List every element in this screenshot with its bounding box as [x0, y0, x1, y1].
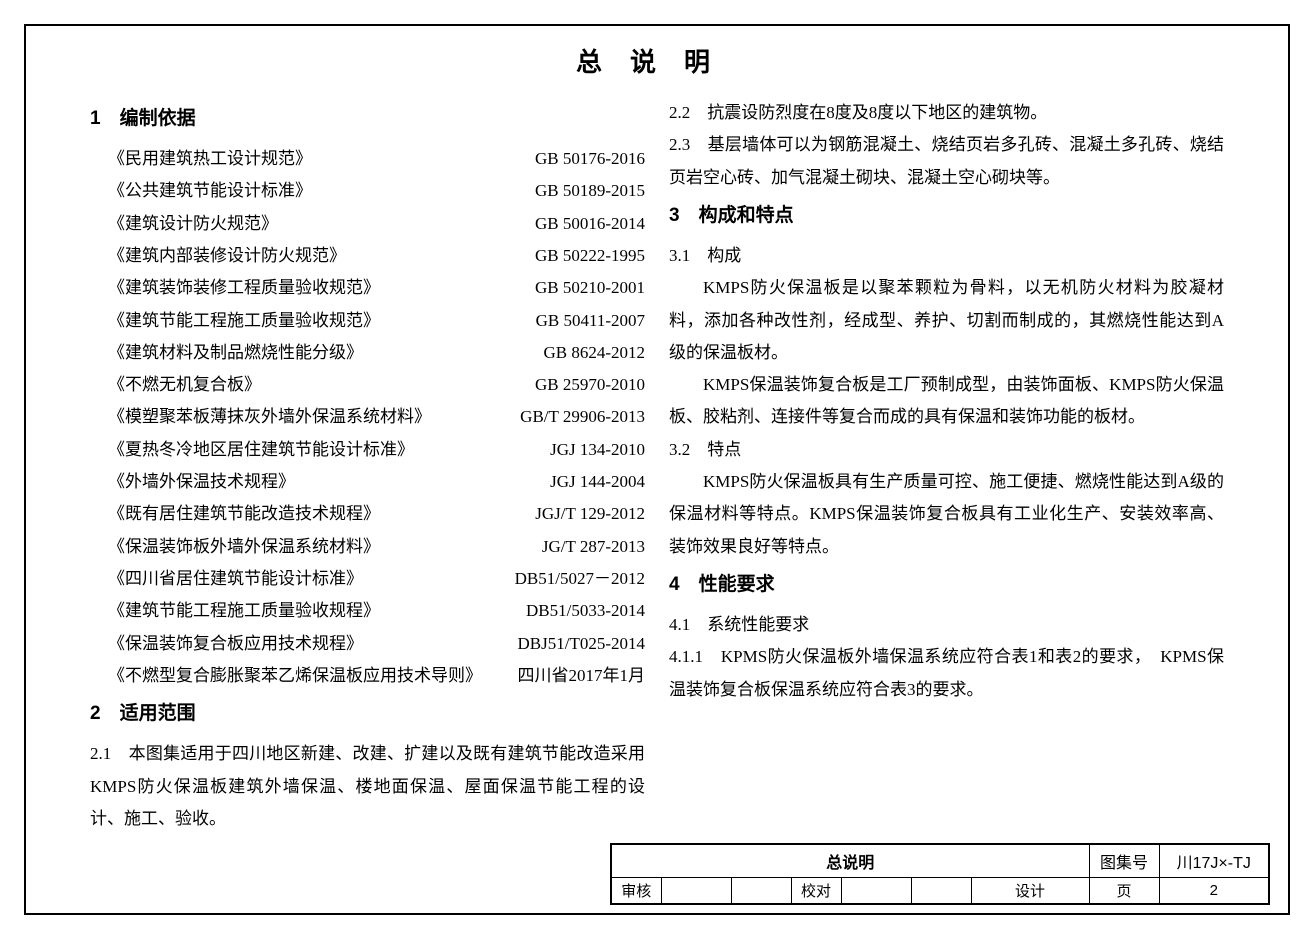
standard-row: 《建筑节能工程施工质量验收规程》 DB51/5033-2014 — [90, 595, 645, 627]
standard-row: 《建筑材料及制品燃烧性能分级》 GB 8624-2012 — [90, 337, 645, 369]
standard-name: 《公共建筑节能设计标准》 — [108, 175, 312, 207]
tb-page-label: 页 — [1089, 878, 1159, 905]
tb-design-label: 设计 — [1015, 883, 1045, 900]
standard-name: 《建筑装饰装修工程质量验收规范》 — [108, 272, 380, 304]
tb-review-label: 审核 — [611, 878, 661, 905]
para-3-1a: KMPS防火保温板是以聚苯颗粒为骨料，以无机防火材料为胶凝材料，添加各种改性剂，… — [669, 272, 1224, 369]
section-4-heading: 4 性能要求 — [669, 567, 1224, 603]
standard-row: 《建筑内部装修设计防火规范》 GB 50222-1995 — [90, 240, 645, 272]
standard-name: 《模塑聚苯板薄抹灰外墙外保温系统材料》 — [108, 401, 431, 433]
standard-row: 《夏热冬冷地区居住建筑节能设计标准》 JGJ 134-2010 — [90, 434, 645, 466]
standard-row: 《建筑设计防火规范》 GB 50016-2014 — [90, 208, 645, 240]
standard-name: 《民用建筑热工设计规范》 — [108, 143, 312, 175]
section-4-title: 性能要求 — [699, 574, 775, 595]
standard-code: DBJ51/T025-2014 — [518, 628, 646, 660]
standard-code: GB/T 29906-2013 — [520, 401, 645, 433]
left-column: 1 编制依据 《民用建筑热工设计规范》GB 50176-2016《公共建筑节能设… — [90, 97, 645, 835]
standard-name: 《建筑材料及制品燃烧性能分级》 — [108, 337, 363, 369]
standard-name: 《不燃型复合膨胀聚苯乙烯保温板应用技术导则》 — [108, 660, 482, 692]
section-4-num: 4 — [669, 574, 680, 595]
tb-main-title: 总说明 — [611, 844, 1089, 878]
standard-code: GB 50222-1995 — [535, 240, 645, 272]
standard-name: 《夏热冬冷地区居住建筑节能设计标准》 — [108, 434, 414, 466]
section-1-num: 1 — [90, 108, 101, 129]
standard-code: GB 50210-2001 — [535, 272, 645, 304]
standard-row: 《不燃型复合膨胀聚苯乙烯保温板应用技术导则》 四川省2017年1月 — [90, 660, 645, 692]
tb-proof-value — [841, 878, 911, 905]
outer-border: 总说明 1 编制依据 《民用建筑热工设计规范》GB 50176-2016《公共建… — [24, 24, 1290, 915]
heading-4-1: 4.1 系统性能要求 — [669, 609, 1224, 641]
standard-name: 《保温装饰复合板应用技术规程》 — [108, 628, 363, 660]
standard-code: GB 8624-2012 — [543, 337, 645, 369]
standard-row: 《既有居住建筑节能改造技术规程》 JGJ/T 129-2012 — [90, 498, 645, 530]
standard-name: 《建筑设计防火规范》 — [108, 208, 278, 240]
tb-proof-label: 校对 — [791, 878, 841, 905]
standard-code: GB 25970-2010 — [535, 369, 645, 401]
standard-name: 《建筑节能工程施工质量验收规程》 — [108, 595, 380, 627]
standard-row: 《保温装饰板外墙外保温系统材料》 JG/T 287-2013 — [90, 531, 645, 563]
standard-row: 《民用建筑热工设计规范》 GB 50176-2016 — [90, 143, 645, 175]
right-column: 2.2 抗震设防烈度在8度及8度以下地区的建筑物。 2.3 基层墙体可以为钢筋混… — [669, 97, 1224, 835]
standard-row: 《建筑节能工程施工质量验收规范》 GB 50411-2007 — [90, 305, 645, 337]
standard-name: 《不燃无机复合板》 — [108, 369, 261, 401]
heading-3-2: 3.2 特点 — [669, 434, 1224, 466]
standard-row: 《保温装饰复合板应用技术规程》 DBJ51/T025-2014 — [90, 628, 645, 660]
standard-code: GB 50176-2016 — [535, 143, 645, 175]
section-3-heading: 3 构成和特点 — [669, 198, 1224, 234]
tb-proof-sign — [911, 878, 971, 905]
standard-name: 《建筑内部装修设计防火规范》 — [108, 240, 346, 272]
standard-code: 四川省2017年1月 — [518, 660, 646, 692]
para-3-1b: KMPS保温装饰复合板是工厂预制成型，由装饰面板、KMPS防火保温板、胶粘剂、连… — [669, 369, 1224, 434]
para-2-1: 2.1 本图集适用于四川地区新建、改建、扩建以及既有建筑节能改造采用KMPS防火… — [90, 738, 645, 835]
para-2-3: 2.3 基层墙体可以为钢筋混凝土、烧结页岩多孔砖、混凝土多孔砖、烧结页岩空心砖、… — [669, 129, 1224, 194]
standard-code: DB51/5033-2014 — [526, 595, 645, 627]
standard-code: JG/T 287-2013 — [542, 531, 645, 563]
standard-code: JGJ 144-2004 — [550, 466, 645, 498]
standard-row: 《不燃无机复合板》 GB 25970-2010 — [90, 369, 645, 401]
standard-row: 《外墙外保温技术规程》 JGJ 144-2004 — [90, 466, 645, 498]
tb-review-sign — [731, 878, 791, 905]
standard-code: JGJ 134-2010 — [550, 434, 645, 466]
standard-code: DB51/5027－2012 — [515, 563, 645, 595]
section-3-num: 3 — [669, 205, 680, 226]
section-3-title: 构成和特点 — [699, 205, 794, 226]
standard-row: 《建筑装饰装修工程质量验收规范》 GB 50210-2001 — [90, 272, 645, 304]
standard-name: 《建筑节能工程施工质量验收规范》 — [108, 305, 380, 337]
section-2-heading: 2 适用范围 — [90, 696, 645, 732]
section-2-num: 2 — [90, 703, 101, 724]
footer: 总说明 图集号 川17J×-TJ 审核 校对 设计 页 2 — [44, 843, 1270, 905]
para-4-1-1: 4.1.1 KPMS防火保温板外墙保温系统应符合表1和表2的要求， KPMS保温… — [669, 641, 1224, 706]
tb-design-cell: 设计 — [971, 878, 1089, 905]
section-2-title: 适用范围 — [120, 703, 196, 724]
standard-row: 《模塑聚苯板薄抹灰外墙外保温系统材料》 GB/T 29906-2013 — [90, 401, 645, 433]
page: 总说明 1 编制依据 《民用建筑热工设计规范》GB 50176-2016《公共建… — [0, 0, 1314, 939]
tb-atlas-value: 川17J×-TJ — [1159, 844, 1269, 878]
heading-3-1: 3.1 构成 — [669, 240, 1224, 272]
standard-code: JGJ/T 129-2012 — [535, 498, 645, 530]
standard-name: 《外墙外保温技术规程》 — [108, 466, 295, 498]
standard-row: 《公共建筑节能设计标准》 GB 50189-2015 — [90, 175, 645, 207]
standard-name: 《保温装饰板外墙外保温系统材料》 — [108, 531, 380, 563]
para-3-2: KMPS防火保温板具有生产质量可控、施工便捷、燃烧性能达到A级的保温材料等特点。… — [669, 466, 1224, 563]
standard-row: 《四川省居住建筑节能设计标准》 DB51/5027－2012 — [90, 563, 645, 595]
tb-atlas-label: 图集号 — [1089, 844, 1159, 878]
tb-review-value — [661, 878, 731, 905]
section-1-title: 编制依据 — [120, 108, 196, 129]
standard-code: GB 50016-2014 — [535, 208, 645, 240]
page-title: 总说明 — [44, 42, 1270, 79]
standard-name: 《四川省居住建筑节能设计标准》 — [108, 563, 363, 595]
tb-page-value: 2 — [1159, 878, 1269, 905]
title-block: 总说明 图集号 川17J×-TJ 审核 校对 设计 页 2 — [610, 843, 1270, 905]
standard-code: GB 50411-2007 — [536, 305, 645, 337]
para-2-2: 2.2 抗震设防烈度在8度及8度以下地区的建筑物。 — [669, 97, 1224, 129]
content-columns: 1 编制依据 《民用建筑热工设计规范》GB 50176-2016《公共建筑节能设… — [44, 97, 1270, 835]
standards-list: 《民用建筑热工设计规范》 GB 50176-2016 《公共建筑节能设计标准》 GB … — [90, 143, 645, 692]
standard-name: 《既有居住建筑节能改造技术规程》 — [108, 498, 380, 530]
section-1-heading: 1 编制依据 — [90, 101, 645, 137]
standard-code: GB 50189-2015 — [535, 175, 645, 207]
